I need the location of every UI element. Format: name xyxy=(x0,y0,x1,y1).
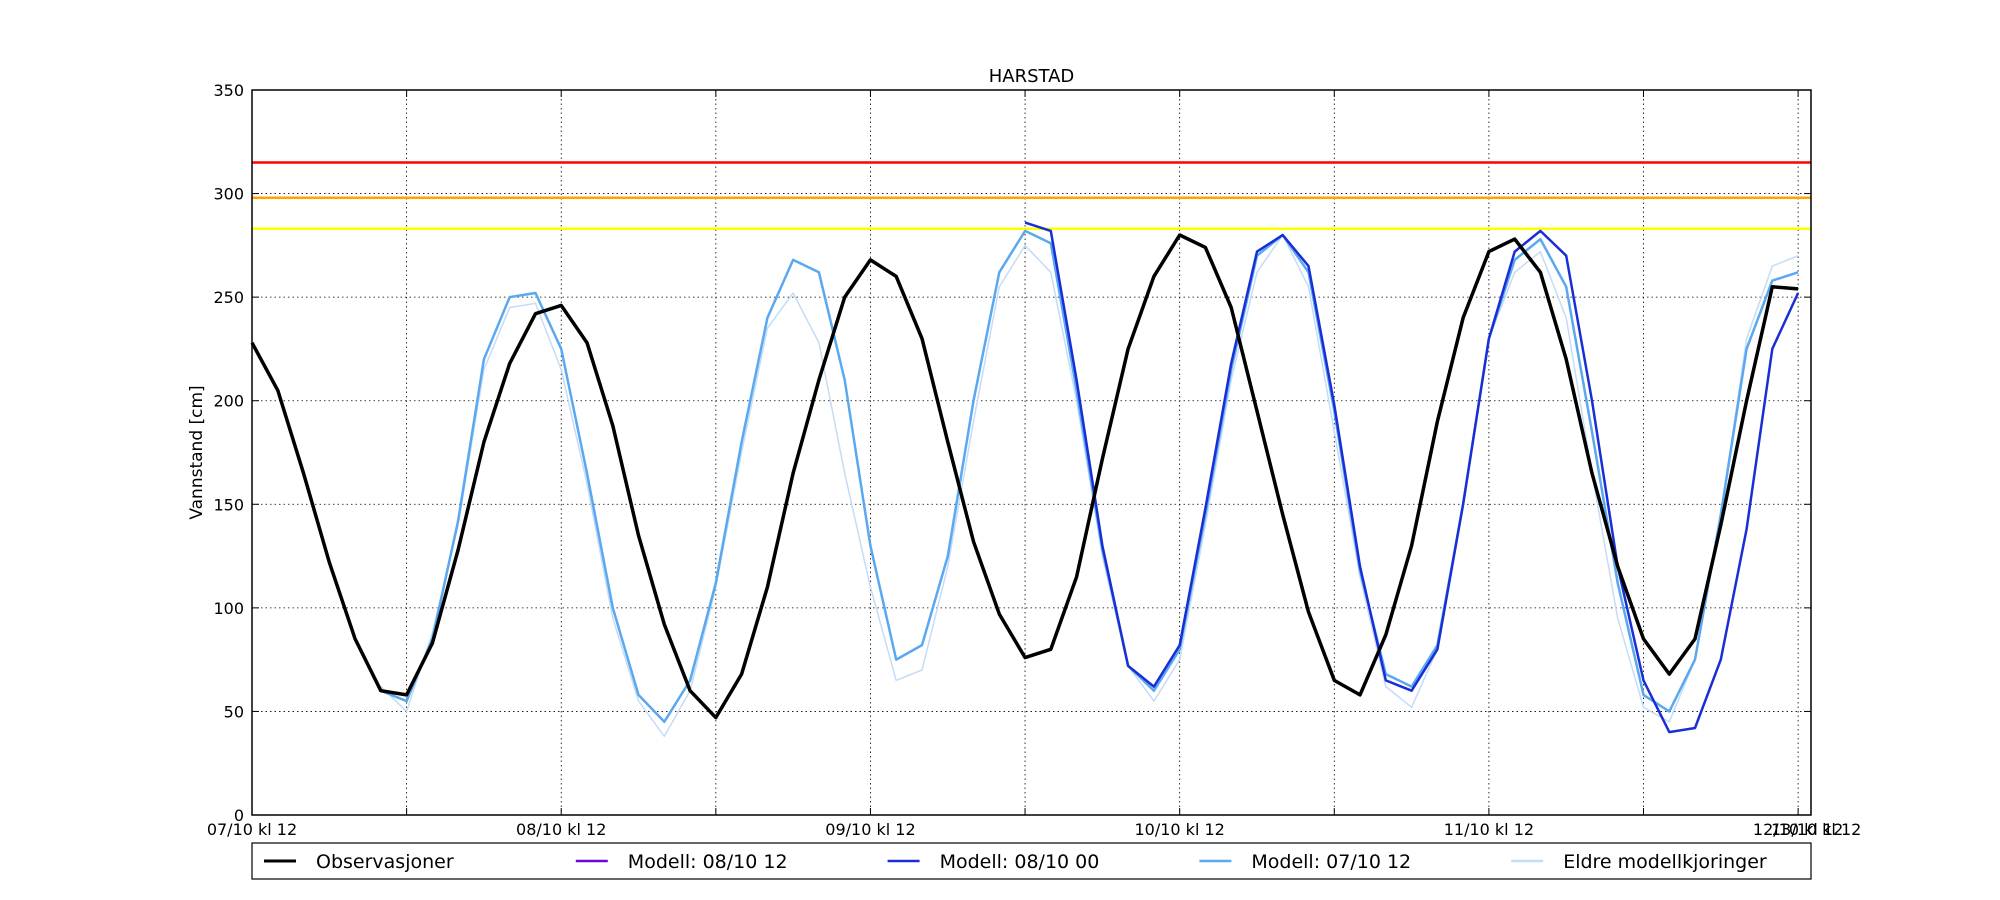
plot-frame xyxy=(251,89,1812,816)
legend-label: Modell: 07/10 12 xyxy=(1251,851,1411,873)
y-tick-label: 200 xyxy=(213,392,244,411)
y-axis-label: Vannstand [cm] xyxy=(187,385,207,519)
series-line-modell-08-10-00 xyxy=(1024,221,1800,734)
series-line-observasjoner xyxy=(250,233,1799,720)
y-tick-label: 350 xyxy=(213,81,244,100)
series-lines xyxy=(250,221,1800,738)
x-tick-label: 11/10 kl 12 xyxy=(1444,820,1534,839)
series-line-eldre-modellkjoringer xyxy=(380,234,1799,738)
y-tick-label: 100 xyxy=(213,599,244,618)
threshold-lines xyxy=(252,161,1811,231)
y-tick-label: 150 xyxy=(213,495,244,514)
y-tick-label: 0 xyxy=(234,806,244,825)
legend-label: Modell: 08/10 12 xyxy=(628,851,788,873)
x-tick-label: 08/10 kl 12 xyxy=(516,820,606,839)
y-tick-label: 50 xyxy=(224,702,244,721)
legend-box xyxy=(251,842,1812,880)
x-tick-label: 12/10 kl 12 xyxy=(1753,820,1843,839)
chart-title: HARSTAD xyxy=(989,66,1075,87)
series-line-modell-07-10-12 xyxy=(380,229,1799,724)
x-tick-label: 13/10 kl 12 xyxy=(1771,820,1861,839)
axis-ticks: 0 50 100 150 200 250 300 350 07/10 kl 12 08/10 kl… xyxy=(207,81,1862,839)
legend-label: Observasjoner xyxy=(316,851,454,873)
y-tick-label: 250 xyxy=(213,288,244,307)
y-tick-label: 300 xyxy=(213,185,244,204)
legend: Observasjoner Modell: 08/10 12 Modell: 08/… xyxy=(251,842,1812,880)
x-tick-label: 09/10 kl 12 xyxy=(825,820,915,839)
x-tick-label: 07/10 kl 12 xyxy=(207,820,297,839)
legend-label: Eldre modellkjoringer xyxy=(1563,851,1767,873)
legend-label: Modell: 08/10 00 xyxy=(940,851,1100,873)
x-tick-label: 10/10 kl 12 xyxy=(1134,820,1224,839)
